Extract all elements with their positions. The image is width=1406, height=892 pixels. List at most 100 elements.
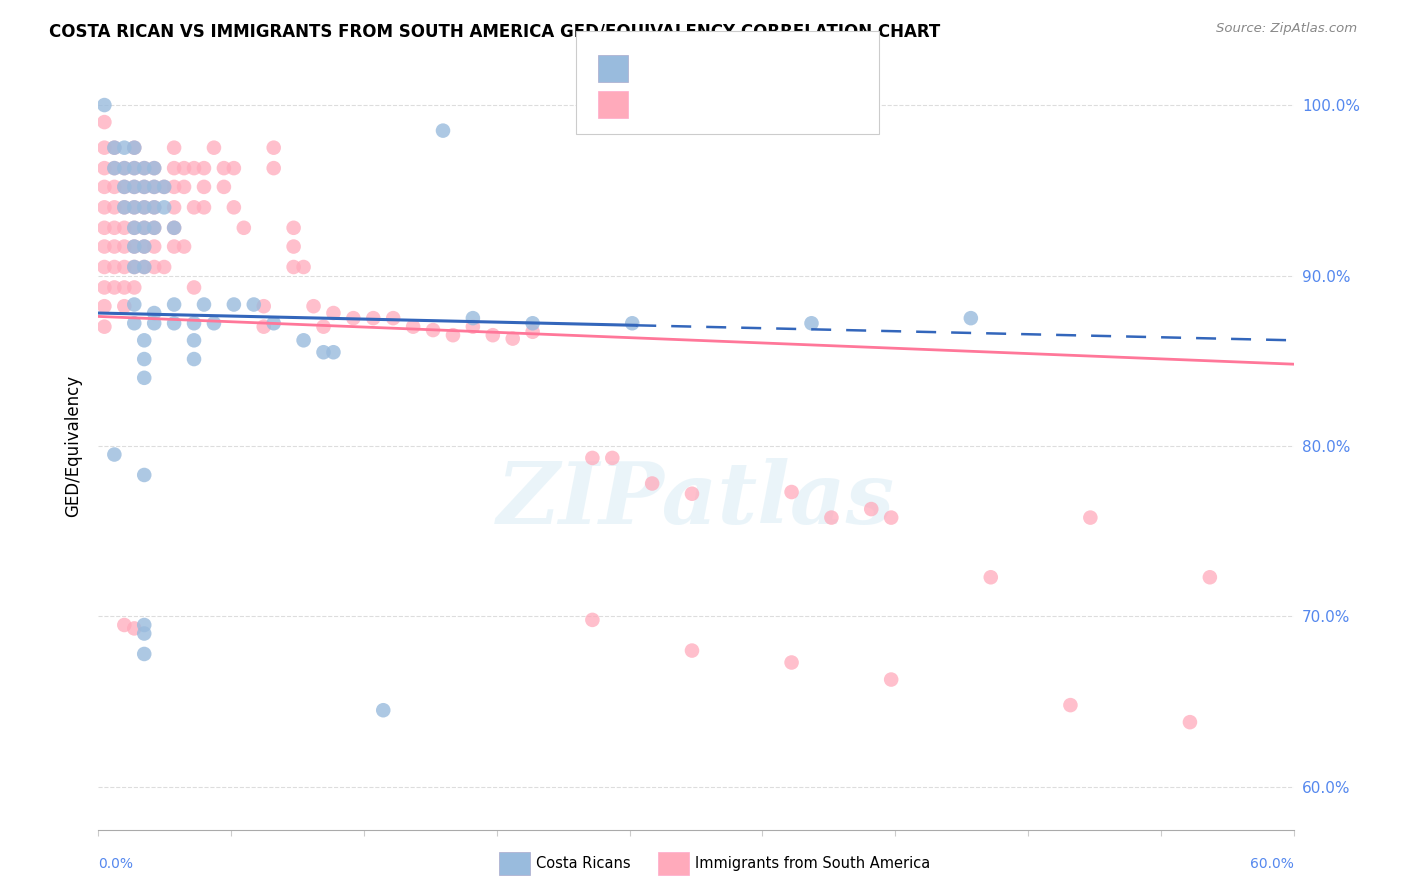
- Point: [124, 200, 146, 214]
- Point: [112, 161, 135, 175]
- Point: [163, 316, 186, 330]
- Point: [112, 260, 135, 274]
- Point: [112, 618, 135, 632]
- Point: [143, 306, 166, 320]
- Point: [780, 485, 803, 500]
- Y-axis label: GED/Equivalency: GED/Equivalency: [65, 375, 83, 517]
- Point: [292, 334, 315, 348]
- Point: [461, 311, 484, 326]
- Point: [112, 161, 135, 175]
- Point: [103, 239, 125, 253]
- Point: [382, 311, 405, 326]
- Text: R =: R =: [634, 62, 669, 76]
- Point: [980, 570, 1002, 584]
- Point: [143, 180, 166, 194]
- Point: [124, 239, 146, 253]
- Text: -0.048: -0.048: [672, 97, 730, 112]
- Point: [212, 180, 235, 194]
- Point: [461, 319, 484, 334]
- Point: [193, 297, 215, 311]
- Point: [93, 299, 115, 313]
- Point: [153, 180, 176, 194]
- Text: 60.0%: 60.0%: [1250, 857, 1294, 871]
- Point: [134, 220, 156, 235]
- Point: [112, 280, 135, 294]
- Point: [134, 260, 156, 274]
- Point: [134, 352, 156, 367]
- Point: [103, 141, 125, 155]
- Point: [322, 306, 344, 320]
- Point: [163, 161, 186, 175]
- Point: [124, 621, 146, 635]
- Point: [402, 319, 425, 334]
- Point: [93, 220, 115, 235]
- Point: [183, 161, 205, 175]
- Point: [960, 311, 983, 326]
- Point: [581, 613, 603, 627]
- Point: [103, 161, 125, 175]
- Point: [143, 180, 166, 194]
- Point: [173, 180, 195, 194]
- Point: [124, 161, 146, 175]
- Point: [621, 316, 644, 330]
- Point: [103, 280, 125, 294]
- Point: [124, 260, 146, 274]
- Point: [163, 220, 186, 235]
- Point: [134, 467, 156, 482]
- Point: [263, 161, 285, 175]
- Point: [880, 510, 903, 524]
- Point: [222, 161, 245, 175]
- Point: [373, 703, 395, 717]
- Text: Source: ZipAtlas.com: Source: ZipAtlas.com: [1216, 22, 1357, 36]
- Text: ZIPatlas: ZIPatlas: [496, 458, 896, 541]
- Point: [1080, 510, 1102, 524]
- Point: [193, 180, 215, 194]
- Point: [143, 161, 166, 175]
- Point: [143, 200, 166, 214]
- Point: [183, 352, 205, 367]
- Point: [263, 316, 285, 330]
- Point: [124, 141, 146, 155]
- Point: [134, 239, 156, 253]
- Point: [780, 656, 803, 670]
- Point: [93, 319, 115, 334]
- Point: [243, 297, 266, 311]
- Point: [124, 260, 146, 274]
- Point: [602, 450, 624, 465]
- Point: [193, 200, 215, 214]
- Point: [124, 200, 146, 214]
- Point: [153, 260, 176, 274]
- Point: [124, 161, 146, 175]
- Point: [112, 180, 135, 194]
- Point: [153, 180, 176, 194]
- Point: [112, 180, 135, 194]
- Point: [143, 316, 166, 330]
- Text: 109: 109: [785, 97, 818, 112]
- Point: [1178, 715, 1201, 730]
- Point: [312, 319, 335, 334]
- Point: [880, 673, 903, 687]
- Point: [302, 299, 325, 313]
- Point: [1059, 698, 1081, 712]
- Point: [253, 319, 276, 334]
- Point: [134, 618, 156, 632]
- Point: [143, 200, 166, 214]
- Point: [153, 200, 176, 214]
- Point: [292, 260, 315, 274]
- Point: [124, 180, 146, 194]
- Point: [232, 220, 254, 235]
- Point: [322, 345, 344, 359]
- Point: [143, 260, 166, 274]
- Point: [103, 448, 125, 462]
- Point: [124, 297, 146, 311]
- Point: [124, 316, 146, 330]
- Point: [482, 328, 505, 343]
- Point: [163, 180, 186, 194]
- Point: [124, 141, 146, 155]
- Point: [93, 141, 115, 155]
- Text: Costa Ricans: Costa Ricans: [536, 856, 630, 871]
- Point: [163, 297, 186, 311]
- Point: [134, 200, 156, 214]
- Point: [143, 220, 166, 235]
- Point: [134, 260, 156, 274]
